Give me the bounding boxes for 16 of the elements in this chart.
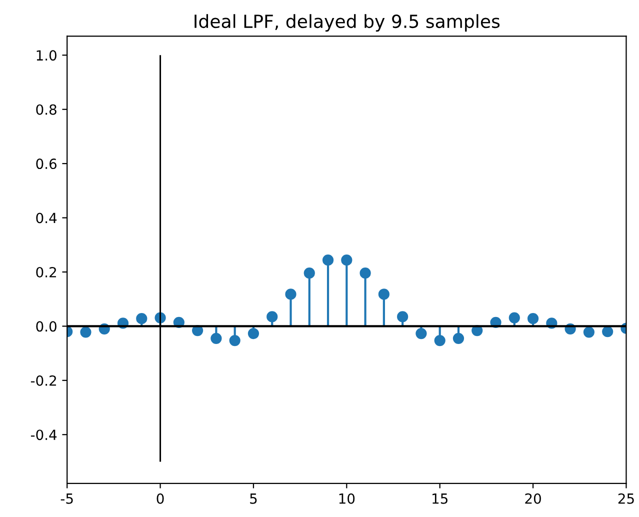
x-tick-label: 10 xyxy=(339,493,355,504)
y-tick-label: 0.6 xyxy=(36,158,56,170)
x-tick-label: 5 xyxy=(250,494,257,504)
x-tick-label: 25 xyxy=(618,493,634,504)
y-tick-label: 0.2 xyxy=(36,266,56,278)
chart-title: Ideal LPF, delayed by 9.5 samples xyxy=(194,14,500,32)
x-tick-label: 20 xyxy=(525,493,541,504)
x-tick-label: 15 xyxy=(432,494,448,504)
y-tick-label: -0.4 xyxy=(30,430,57,440)
y-tick-label: 1.0 xyxy=(36,50,56,61)
x-tick-label: 0 xyxy=(156,493,164,504)
x-tick-label: -5 xyxy=(60,494,73,504)
y-tick-label: -0.2 xyxy=(30,375,56,386)
y-tick-label: 0.8 xyxy=(36,104,56,115)
y-tick-label: 0.4 xyxy=(36,212,57,224)
y-tick-label: 0.0 xyxy=(36,321,56,332)
